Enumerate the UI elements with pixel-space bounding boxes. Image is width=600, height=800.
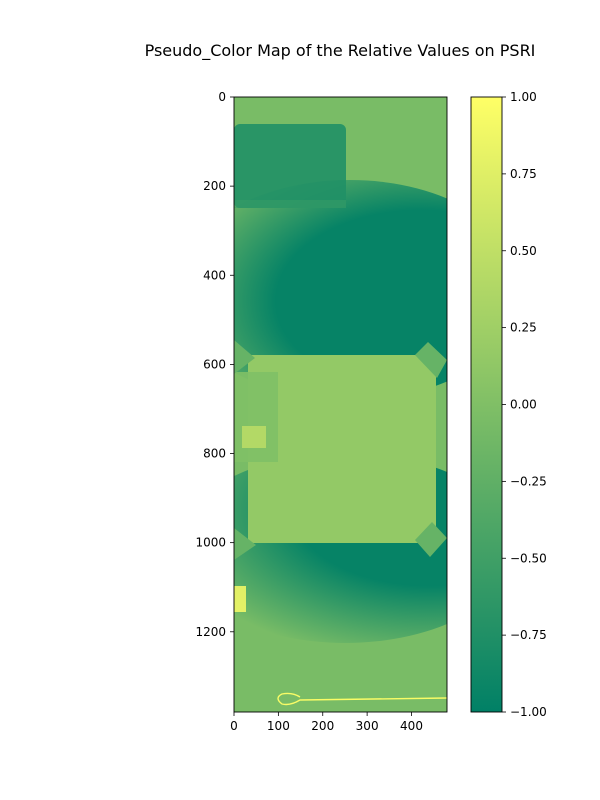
- colorbar-tick-label: 0.00: [510, 398, 537, 412]
- y-tick-label: 400: [203, 268, 226, 282]
- left-edge-bright-patch: [234, 586, 246, 612]
- sample-left-strip: [234, 372, 278, 462]
- image-frame: [233, 96, 448, 713]
- x-tick-label: 0: [230, 719, 238, 733]
- y-tick-label: 200: [203, 179, 226, 193]
- bottom-wire: [277, 692, 447, 706]
- sample-inner-square: [242, 426, 266, 448]
- x-axis-ticks: 0 100 200 300 400: [230, 712, 423, 733]
- top-left-block: [234, 124, 346, 208]
- x-tick-label: 400: [400, 719, 423, 733]
- colorbar-tick-label: −0.50: [510, 551, 547, 565]
- tape-bottom-left: [234, 528, 256, 560]
- x-tick-label: 300: [356, 719, 379, 733]
- x-tick-label: 100: [267, 719, 290, 733]
- colorbar-tick-label: 0.50: [510, 244, 537, 258]
- chart-title: Pseudo_Color Map of the Relative Values …: [145, 41, 536, 61]
- colorbar: [470, 96, 503, 713]
- y-tick-label: 600: [203, 357, 226, 371]
- upper-dark-band: [234, 180, 447, 400]
- y-tick-label: 0: [218, 90, 226, 104]
- tape-top-right: [415, 342, 447, 378]
- y-tick-label: 1000: [195, 536, 226, 550]
- tape-top-left: [234, 340, 255, 374]
- colorbar-tick-label: 0.25: [510, 321, 537, 335]
- colorbar-tick-label: 0.75: [510, 167, 537, 181]
- colorbar-tick-label: −0.75: [510, 628, 547, 642]
- top-left-block-edge: [234, 200, 346, 208]
- y-tick-label: 800: [203, 447, 226, 461]
- colorbar-tick-label: −1.00: [510, 705, 547, 719]
- x-tick-label: 200: [311, 719, 334, 733]
- colorbar-ticks: 1.00 0.75 0.50 0.25 0.00 −0.25 −0.50 −0.75 −1.00: [502, 90, 547, 719]
- y-axis-ticks: 0 200 400 600 800 1000 1200: [195, 90, 234, 639]
- colorbar-tick-label: −0.25: [510, 474, 547, 488]
- y-tick-label: 1200: [195, 625, 226, 639]
- colorbar-tick-label: 1.00: [510, 90, 537, 104]
- tape-bottom-right: [415, 522, 447, 557]
- pseudo-color-image: [234, 97, 447, 712]
- central-sample: [248, 355, 436, 543]
